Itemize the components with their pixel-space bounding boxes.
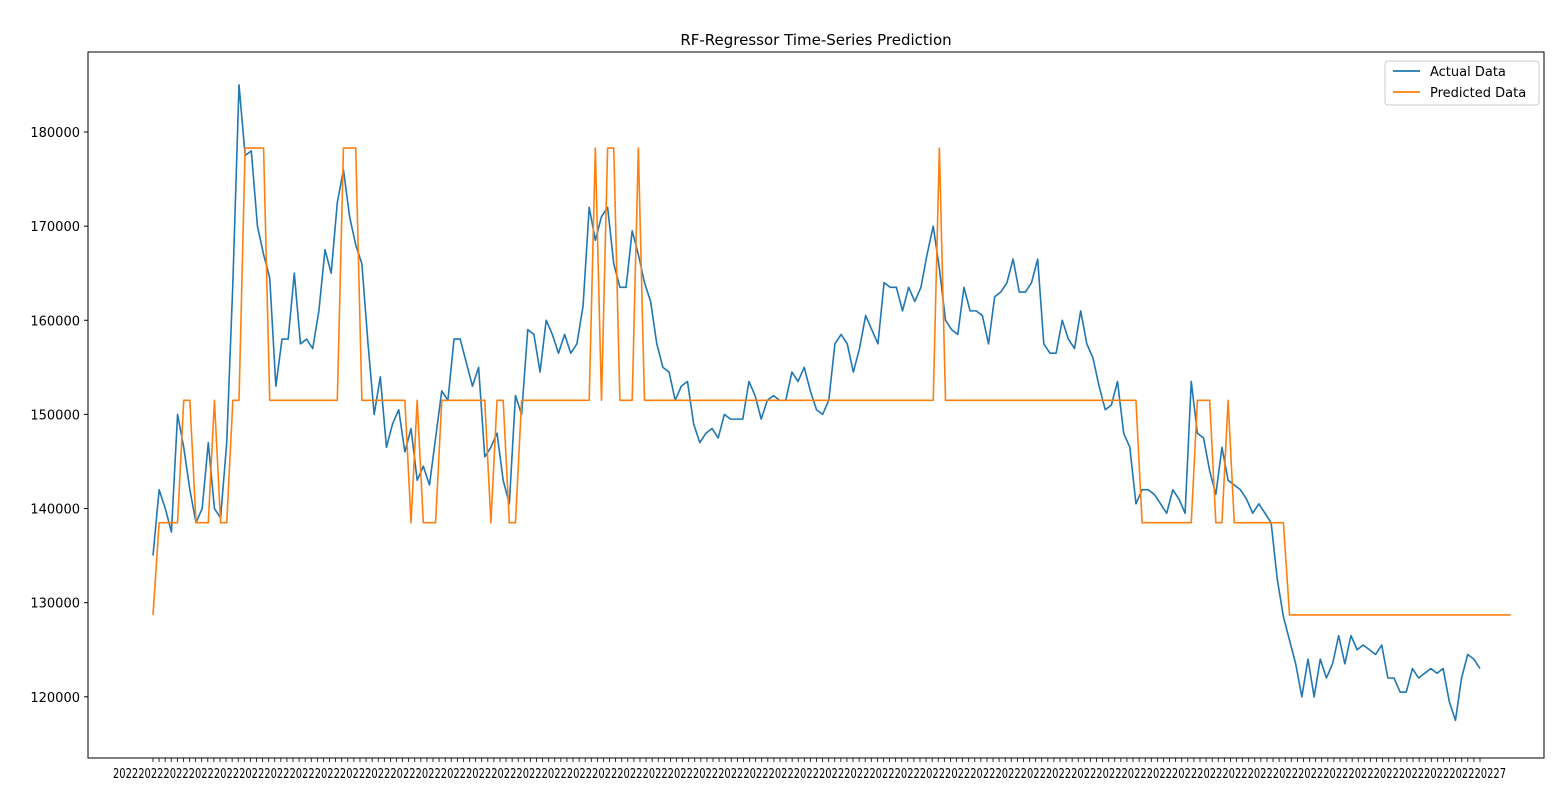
x-tick-labels: 2022202220222022202220222022202220222022… <box>113 767 1506 782</box>
chart-title: RF-Regressor Time-Series Prediction <box>680 31 951 49</box>
y-tick-label: 140000 <box>30 503 80 518</box>
series-line-predicted-data <box>152 147 1511 616</box>
x-axis-ticks: 2022202220222022202220222022202220222022… <box>113 758 1506 782</box>
legend-label: Predicted Data <box>1430 86 1526 101</box>
legend-label: Actual Data <box>1430 65 1506 80</box>
plot-frame <box>87 51 1545 759</box>
y-tick-label: 180000 <box>30 126 80 141</box>
y-tick-label: 120000 <box>30 691 80 706</box>
series-line-actual-data <box>152 84 1481 722</box>
y-tick-label: 170000 <box>30 220 80 235</box>
y-tick-label: 150000 <box>30 408 80 423</box>
legend-box <box>1384 60 1540 106</box>
legend: Actual Data Predicted Data <box>1384 60 1540 106</box>
plot-area <box>88 52 1544 758</box>
y-tick-label: 130000 <box>30 597 80 612</box>
y-axis-ticks: 120000 130000 140000 150000 160000 170000 1800… <box>30 126 88 706</box>
y-tick-label: 160000 <box>30 314 80 329</box>
series-layer <box>152 84 1511 722</box>
